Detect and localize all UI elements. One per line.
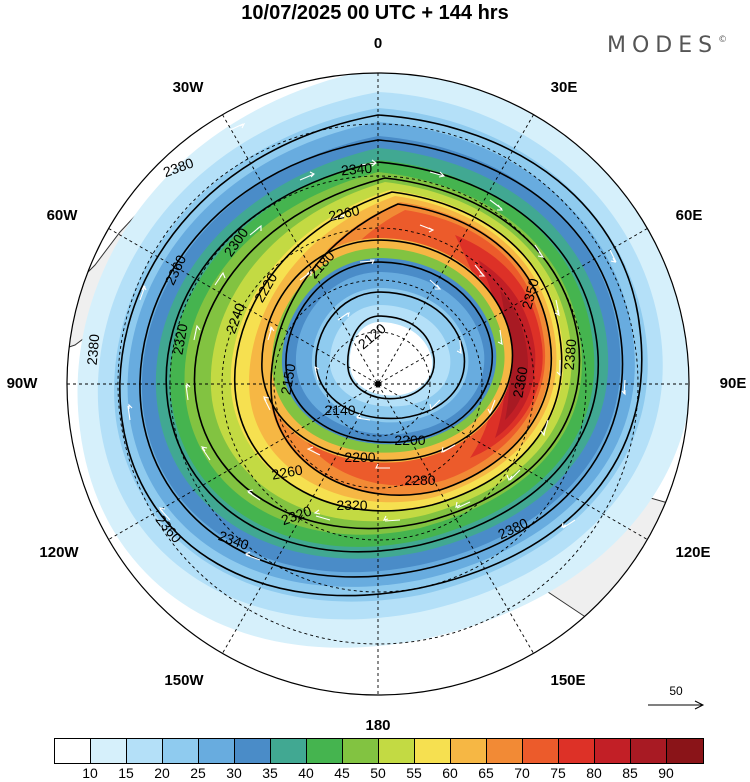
colorbar-segment bbox=[271, 739, 307, 763]
contour-label: 2260 bbox=[270, 461, 304, 482]
map-title: 10/07/2025 00 UTC + 144 hrs bbox=[241, 2, 509, 24]
contour-label: 2280 bbox=[404, 472, 435, 488]
contour-label: 2200 bbox=[394, 432, 425, 448]
contour-label: 2340 bbox=[340, 160, 373, 179]
colorbar-segment bbox=[199, 739, 235, 763]
lon-label-150w: 150W bbox=[164, 672, 204, 689]
colorbar-tick-label: 60 bbox=[442, 765, 458, 781]
colorbar-tick-label: 30 bbox=[226, 765, 242, 781]
reference-vector-label: 50 bbox=[669, 684, 683, 698]
colorbar-segment bbox=[487, 739, 523, 763]
colorbar-tick-label: 70 bbox=[514, 765, 530, 781]
lon-label-60e: 60E bbox=[675, 207, 703, 224]
colorbar-tick-label: 55 bbox=[406, 765, 422, 781]
contour-label: 2260 bbox=[327, 202, 361, 224]
colorbar-tick-label: 25 bbox=[190, 765, 206, 781]
contour-label: 2380 bbox=[84, 333, 103, 366]
colorbar-tick-label: 40 bbox=[298, 765, 314, 781]
lon-label-180: 180 bbox=[365, 717, 391, 734]
colorbar-tick-label: 80 bbox=[586, 765, 602, 781]
reference-arrow-icon bbox=[648, 700, 705, 710]
colorbar-tick-label: 20 bbox=[154, 765, 170, 781]
colorbar-tick-label: 15 bbox=[118, 765, 134, 781]
colorbar-segment bbox=[55, 739, 91, 763]
south-pole-marker bbox=[375, 381, 381, 387]
colorbar-segment bbox=[523, 739, 559, 763]
colorbar-tick-label: 10 bbox=[82, 765, 98, 781]
contour-label: 2350 bbox=[518, 276, 542, 310]
colorbar-tick-label: 75 bbox=[550, 765, 566, 781]
map-boundary bbox=[66, 72, 690, 696]
colorbar-segment bbox=[307, 739, 343, 763]
contour-label: 2360 bbox=[509, 365, 530, 399]
colorbar-segment bbox=[559, 739, 595, 763]
brand-logo: MODES© bbox=[607, 33, 727, 58]
colorbar-segment bbox=[343, 739, 379, 763]
lon-label-120e: 120E bbox=[675, 544, 711, 561]
lon-label-90e: 90E bbox=[719, 375, 747, 392]
lon-label-60w: 60W bbox=[46, 207, 78, 224]
contour-label: 2140 bbox=[324, 402, 355, 418]
contour-label: 2200 bbox=[344, 449, 375, 465]
lon-label-150e: 150E bbox=[550, 672, 586, 689]
colorbar-tick-label: 85 bbox=[622, 765, 638, 781]
reference-vector: 50 bbox=[646, 684, 706, 714]
copyright-mark: © bbox=[718, 35, 728, 45]
graticule bbox=[67, 73, 689, 695]
colorbar-segment bbox=[163, 739, 199, 763]
lon-label-0: 0 bbox=[373, 35, 383, 52]
colorbar-segment bbox=[235, 739, 271, 763]
colorbar-segment bbox=[595, 739, 631, 763]
colorbar-segment bbox=[415, 739, 451, 763]
colorbar-tick-label: 90 bbox=[658, 765, 674, 781]
colorbar bbox=[54, 738, 704, 764]
colorbar-segment bbox=[379, 739, 415, 763]
lon-label-120w: 120W bbox=[39, 544, 79, 561]
lon-label-30w: 30W bbox=[172, 79, 204, 96]
contour-label: 2380 bbox=[561, 338, 580, 371]
contour-label: 2320 bbox=[169, 322, 190, 356]
colorbar-segment bbox=[451, 739, 487, 763]
colorbar-segment bbox=[127, 739, 163, 763]
colorbar-segment bbox=[667, 739, 703, 763]
colorbar-segment bbox=[91, 739, 127, 763]
colorbar-ticks: 10 15 20 25 30 35 40 45 50 55 60 65 70 75 80 85 90 bbox=[54, 765, 704, 781]
contour-label: 2150 bbox=[277, 362, 298, 396]
colorbar-tick-label: 35 bbox=[262, 765, 278, 781]
lon-label-30e: 30E bbox=[550, 79, 578, 96]
colorbar-tick-label: 45 bbox=[334, 765, 350, 781]
lon-label-90w: 90W bbox=[6, 375, 38, 392]
height-contours bbox=[119, 114, 643, 597]
colorbar-tick-label: 65 bbox=[478, 765, 494, 781]
colorbar-tick-label: 50 bbox=[370, 765, 386, 781]
wind-vectors bbox=[127, 122, 626, 561]
brand-name: MODES bbox=[607, 33, 719, 58]
contour-label: 2320 bbox=[336, 497, 367, 513]
colorbar-segment bbox=[631, 739, 667, 763]
